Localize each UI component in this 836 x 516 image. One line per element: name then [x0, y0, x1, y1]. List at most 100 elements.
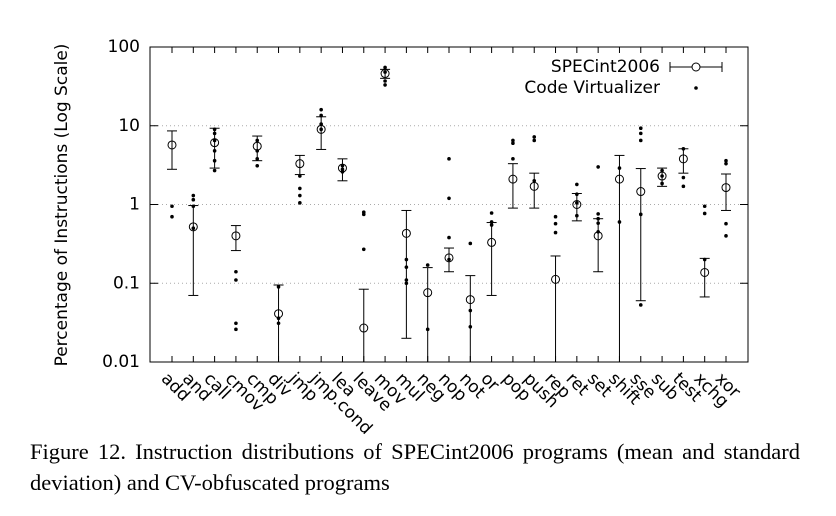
- dot: [191, 226, 196, 231]
- dot: [638, 303, 643, 307]
- dot: [532, 138, 537, 143]
- dot: [617, 220, 622, 224]
- dot: [319, 122, 323, 126]
- y-tick-label: 100: [108, 37, 140, 57]
- error-bar: [230, 225, 241, 252]
- dot: [447, 235, 451, 240]
- dot: [724, 234, 728, 238]
- error-bar: [465, 275, 476, 362]
- caption: Figure 12. Instruction distributions of …: [30, 439, 800, 495]
- dot: [447, 196, 451, 201]
- error-bar: [422, 267, 433, 362]
- dot: [191, 204, 196, 209]
- dot: [255, 164, 260, 168]
- mean-marker: [487, 237, 497, 247]
- dot: [447, 157, 451, 161]
- dot: [234, 321, 238, 326]
- dot: [681, 184, 686, 189]
- dot: [340, 170, 345, 174]
- dot: [361, 247, 366, 252]
- dot: [617, 166, 622, 170]
- error-bar: [167, 130, 177, 170]
- dot: [212, 131, 217, 136]
- dot: [170, 204, 174, 209]
- dot: [383, 70, 387, 74]
- mean-marker: [423, 288, 433, 298]
- y-tick-label: 1: [129, 195, 140, 215]
- dot: [425, 327, 430, 332]
- dot: [383, 79, 387, 83]
- mean-marker: [678, 154, 688, 164]
- mean-marker: [636, 187, 646, 197]
- dot: [319, 113, 323, 118]
- mean-marker: [551, 274, 561, 284]
- mean-marker: [444, 253, 454, 263]
- dot: [681, 146, 686, 151]
- mean-marker: [210, 138, 220, 148]
- dot: [255, 157, 260, 161]
- dot: [575, 201, 579, 205]
- error-bar: [507, 163, 518, 209]
- dot: [170, 214, 174, 219]
- dot: [511, 141, 515, 146]
- mean-marker: [614, 174, 624, 184]
- dot: [234, 278, 238, 282]
- dot: [702, 211, 707, 216]
- dot: [596, 221, 600, 225]
- error-bar: [188, 205, 199, 296]
- mean-marker: [508, 174, 518, 184]
- dot: [489, 211, 494, 215]
- dot: [596, 165, 600, 169]
- legend-swatch: [691, 62, 701, 72]
- dot: [340, 167, 345, 172]
- error-bar: [593, 218, 604, 273]
- dot: [638, 212, 643, 217]
- y-tick-label: 10: [118, 116, 140, 136]
- dot: [553, 221, 558, 226]
- dot: [212, 138, 217, 143]
- dot: [596, 216, 600, 221]
- dot: [298, 201, 302, 205]
- mean-marker: [721, 183, 731, 193]
- y-axis-label: Percentage of Instructions (Log Scale): [52, 44, 72, 367]
- legend-label: SPECint2006: [551, 57, 660, 77]
- dot: [702, 257, 707, 262]
- dot: [340, 164, 345, 168]
- dot: [489, 223, 494, 227]
- mean-marker: [465, 295, 475, 305]
- dot: [319, 127, 323, 132]
- dot: [638, 126, 643, 131]
- error-bar: [614, 154, 625, 362]
- dot: [255, 149, 260, 153]
- dot: [660, 174, 664, 178]
- dot: [298, 193, 302, 198]
- dot: [660, 181, 664, 186]
- dot: [383, 83, 387, 87]
- y-tick-label: 0.01: [102, 352, 140, 372]
- mean-marker: [231, 231, 241, 241]
- dot: [596, 230, 600, 234]
- dot: [383, 65, 387, 70]
- dot: [511, 157, 515, 161]
- dot: [575, 182, 579, 187]
- error-bar: [401, 209, 412, 339]
- dot: [532, 178, 537, 183]
- dot: [724, 161, 728, 166]
- dot: [276, 316, 281, 320]
- dot: [447, 257, 451, 262]
- mean-marker: [401, 228, 411, 238]
- mean-marker: [167, 140, 177, 150]
- y-tick-label: 0.1: [113, 273, 140, 293]
- error-bar: [635, 168, 646, 302]
- dot: [575, 192, 579, 197]
- chart: Percentage of Instructions (Log Scale) 0…: [52, 37, 749, 436]
- error-bar: [721, 173, 731, 211]
- error-bar: [699, 257, 710, 298]
- dot: [212, 149, 217, 153]
- legend-label: Code Virtualizer: [524, 78, 660, 98]
- mean-marker: [572, 200, 582, 209]
- dot: [638, 131, 643, 136]
- dot: [489, 220, 494, 224]
- dot: [404, 257, 409, 262]
